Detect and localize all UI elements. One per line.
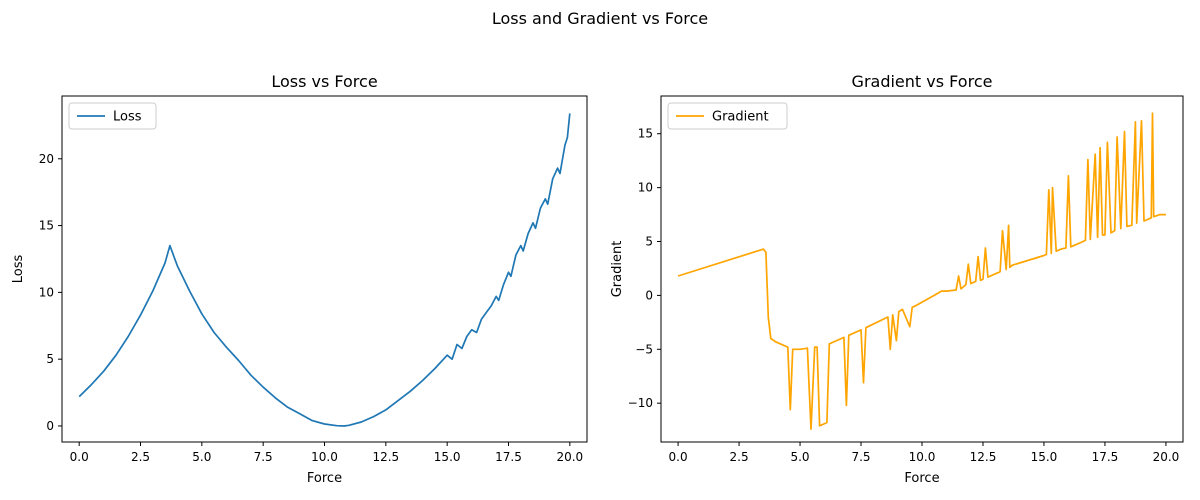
loss-x-tick-label: 10.0 <box>311 450 338 464</box>
gradient-legend-label: Gradient <box>712 110 769 125</box>
gradient-y-tick-label: −5 <box>635 342 653 356</box>
loss-x-tick-label: 7.5 <box>254 450 273 464</box>
loss-axes-frame <box>61 95 588 443</box>
gradient-x-tick-label: 12.5 <box>970 450 997 464</box>
gradient-y-tick-label: 0 <box>645 288 653 302</box>
gradient-x-tick-label: 2.5 <box>730 450 749 464</box>
loss-x-axis-label: Force <box>307 471 342 486</box>
gradient-legend <box>667 102 788 130</box>
gradient-y-axis-label: Gradient <box>610 241 625 298</box>
loss-y-tick-label: 15 <box>39 219 54 233</box>
gradient-x-tick-label: 20.0 <box>1153 450 1180 464</box>
gradient-x-tick-label: 17.5 <box>1092 450 1119 464</box>
gradient-x-axis-label: Force <box>904 471 939 486</box>
loss-y-tick-label: 0 <box>46 419 54 433</box>
loss-x-tick-label: 20.0 <box>556 450 583 464</box>
loss-y-tick-label: 5 <box>46 352 54 366</box>
loss-chart-title: Loss vs Force <box>271 72 377 91</box>
gradient-chart: 0.0 2.5 5.0 7.5 10.0 12.5 15.0 17.5 20.0 −10 −5 0 5 1… <box>610 72 1184 486</box>
gradient-y-tick-label: 15 <box>638 127 653 141</box>
loss-legend <box>68 102 157 130</box>
loss-x-tick-label: 15.0 <box>434 450 461 464</box>
loss-x-tick-label: 2.5 <box>131 450 150 464</box>
gradient-series-line <box>677 112 1166 430</box>
loss-series-line <box>78 113 571 427</box>
gradient-x-tick-label: 10.0 <box>909 450 936 464</box>
loss-x-tick-label: 5.0 <box>192 450 211 464</box>
gradient-axes-frame <box>660 95 1184 443</box>
gradient-x-tick-label: 5.0 <box>790 450 809 464</box>
gradient-y-tick-label: 10 <box>638 181 653 195</box>
loss-y-tick-label: 20 <box>39 152 54 166</box>
loss-x-tick-label: 12.5 <box>372 450 399 464</box>
loss-x-tick-label: 0.0 <box>70 450 89 464</box>
gradient-x-tick-label: 0.0 <box>669 450 688 464</box>
gradient-y-tick-label: 5 <box>645 235 653 249</box>
loss-legend-label: Loss <box>113 110 142 125</box>
loss-y-tick-label: 10 <box>39 285 54 299</box>
gradient-x-tick-label: 7.5 <box>851 450 870 464</box>
gradient-x-tick-label: 15.0 <box>1031 450 1058 464</box>
loss-y-axis-label: Loss <box>11 255 26 284</box>
loss-x-tick-label: 17.5 <box>495 450 522 464</box>
figure-suptitle: Loss and Gradient vs Force <box>492 9 708 28</box>
gradient-y-tick-label: −10 <box>628 396 653 410</box>
loss-chart: 0.0 2.5 5.0 7.5 10.0 12.5 15.0 17.5 20.0 0 5 10 15 20… <box>11 72 588 486</box>
gradient-chart-title: Gradient vs Force <box>852 72 993 91</box>
